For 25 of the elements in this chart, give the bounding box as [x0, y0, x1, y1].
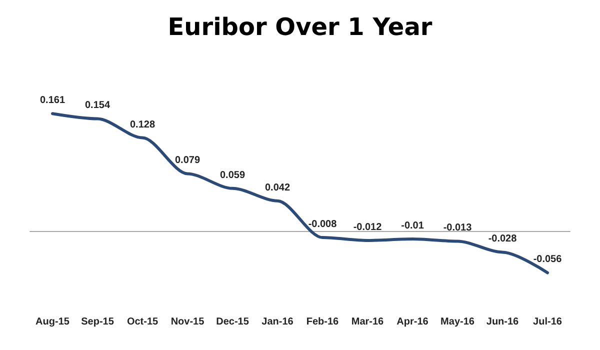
data-label: 0.161 — [40, 95, 66, 106]
data-label: -0.012 — [353, 222, 382, 233]
data-label: -0.056 — [533, 254, 562, 266]
x-tick-label: Nov-15 — [170, 316, 205, 328]
x-tick-label: Feb-16 — [306, 316, 340, 328]
data-label: 0.042 — [264, 182, 290, 194]
x-tick-label: Aug-15 — [36, 316, 70, 328]
data-label: 0.079 — [174, 155, 200, 166]
x-tick-label: Jan-16 — [262, 316, 294, 328]
data-label: 0.154 — [84, 100, 110, 112]
data-label: -0.008 — [308, 219, 338, 230]
x-tick-label: Oct-15 — [126, 316, 158, 328]
x-tick-label: Apr-16 — [396, 316, 429, 328]
x-tick-label: May-16 — [440, 316, 475, 328]
x-tick-label: Jun-16 — [486, 316, 520, 328]
x-tick-label: Jul-16 — [533, 316, 562, 328]
data-label: 0.128 — [130, 119, 156, 130]
x-tick-label: Mar-16 — [351, 316, 384, 328]
data-label: -0.01 — [401, 220, 424, 232]
chart-title: Euribor Over 1 Year — [168, 13, 432, 41]
data-label: 0.059 — [220, 170, 246, 181]
x-tick-label: Sep-15 — [81, 316, 114, 328]
data-label: -0.028 — [488, 234, 518, 245]
data-label: -0.013 — [443, 222, 472, 234]
x-tick-label: Dec-15 — [216, 316, 250, 328]
